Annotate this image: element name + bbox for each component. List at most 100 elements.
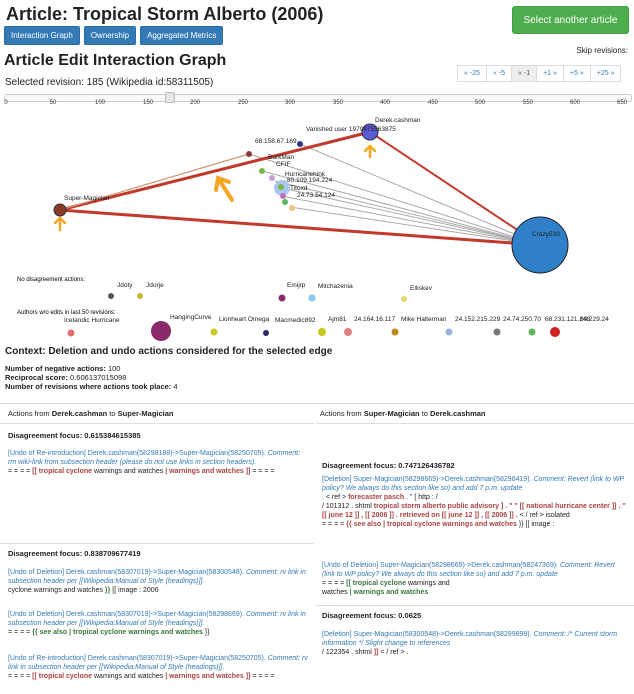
select-article-button[interactable]: Select another article bbox=[512, 6, 629, 34]
label-vanished-user: Vanished user 1979475563875 bbox=[306, 126, 396, 133]
axis-tick: 200 bbox=[189, 100, 201, 106]
disagreement-edges bbox=[59, 130, 541, 247]
label-cfif: CFIF bbox=[276, 161, 290, 168]
entry-link[interactable]: [Deletion] Super-Magician(58298669)->Der… bbox=[322, 476, 532, 483]
axis-tick: 50 bbox=[49, 100, 57, 106]
node-jdoty[interactable] bbox=[108, 293, 114, 299]
pager-minus-25[interactable]: « -25 bbox=[457, 65, 487, 82]
node-hangingcurve[interactable] bbox=[151, 321, 171, 341]
label-barkman: BarkMan bbox=[268, 154, 294, 161]
entry-link[interactable]: [Undo of Deletion] Derek.cashman(5830701… bbox=[8, 569, 245, 576]
arrow-icon bbox=[363, 144, 377, 159]
node-titoxd[interactable] bbox=[282, 199, 288, 205]
article-title: Article: Tropical Storm Alberto (2006) bbox=[6, 4, 324, 24]
label-80-109-194-224: 80.109.194.224 bbox=[287, 177, 333, 184]
label-24-152-215-229: 24.152.215.229 bbox=[455, 316, 501, 323]
axis-tick: 400 bbox=[379, 100, 391, 106]
axis-tick: 450 bbox=[427, 100, 439, 106]
node-68-231-121-248[interactable] bbox=[528, 328, 536, 336]
node-60-229-24[interactable] bbox=[550, 327, 560, 337]
no-disagreement-label: No disagreement actions: bbox=[17, 277, 85, 283]
node-vanished-user[interactable] bbox=[297, 141, 303, 147]
left-entry-3: [Undo of Deletion] Derek.cashman(5830701… bbox=[8, 611, 306, 636]
revision-slider[interactable] bbox=[4, 94, 632, 102]
node-jdorje[interactable] bbox=[137, 293, 143, 299]
node-lionheart-omega[interactable] bbox=[210, 328, 218, 336]
entry-link[interactable]: [Undo of Deletion] Derek.cashman(5830701… bbox=[8, 611, 245, 618]
right-entry-1: [Deletion] Super-Magician(58298669)->Der… bbox=[322, 476, 626, 528]
label-hurricanehink: Hurricanehink bbox=[285, 171, 326, 178]
right-column-header: Actions from Super-Magician to Derek.cas… bbox=[320, 409, 486, 418]
node-68-158-67-169[interactable] bbox=[246, 151, 252, 157]
label-ajm81: Ajm81 bbox=[328, 316, 347, 323]
node-mitchazenia[interactable] bbox=[308, 294, 316, 302]
arrow-icon bbox=[214, 175, 234, 202]
node-emijrp[interactable] bbox=[278, 294, 286, 302]
stat-reciprocal-score: Reciprocal score: 0.606137015098 bbox=[5, 373, 127, 382]
node-24-164-16-117[interactable] bbox=[344, 328, 352, 336]
axis-tick: 0 bbox=[4, 100, 8, 106]
node-ajm81[interactable] bbox=[318, 328, 326, 336]
tab-interaction-graph[interactable]: Interaction Graph bbox=[4, 26, 80, 45]
pager-plus-25[interactable]: +25 » bbox=[589, 65, 622, 82]
axis-tick: 150 bbox=[142, 100, 154, 106]
node-macmedic892[interactable] bbox=[263, 330, 269, 336]
label-hangingcurve: HangingCurve bbox=[170, 314, 212, 321]
label-elliskev: Elliskev bbox=[410, 285, 433, 292]
left-column-header: Actions from Derek.cashman to Super-Magi… bbox=[8, 409, 174, 418]
authors-label: Authors w/o edits in last 50 revisions: bbox=[17, 310, 116, 316]
node-crazy533[interactable] bbox=[511, 216, 569, 274]
node-80-inner[interactable] bbox=[280, 193, 286, 199]
entry-link[interactable]: [Undo of Deletion] Super-Magician(582986… bbox=[322, 562, 559, 569]
axis-tick: 650 bbox=[616, 100, 628, 106]
node-24-74-250-70[interactable] bbox=[493, 328, 501, 336]
node-derek-cashman[interactable] bbox=[361, 123, 379, 141]
node-barkman[interactable] bbox=[259, 168, 265, 174]
node-super-magician[interactable] bbox=[53, 203, 67, 217]
axis-tick: 350 bbox=[332, 100, 344, 106]
stat-negative-actions: Number of negative actions: 100 bbox=[5, 364, 121, 373]
tab-aggregated-metrics[interactable]: Aggregated Metrics bbox=[140, 26, 224, 45]
axis-tick: 550 bbox=[522, 100, 534, 106]
node-hurricanehink[interactable] bbox=[278, 184, 284, 190]
node-icelandic-hurricane[interactable] bbox=[67, 329, 75, 337]
label-icelandic-hurricane: Icelandic Hurricane bbox=[64, 317, 120, 324]
axis-tick: 100 bbox=[94, 100, 106, 106]
label-derek-cashman: Derek.cashman bbox=[375, 117, 421, 124]
stat-revisions: Number of revisions where actions took p… bbox=[5, 382, 178, 391]
orange-arrows bbox=[53, 144, 377, 232]
slider-axis: 0 50 100 150 200 250 300 350 400 450 500… bbox=[0, 100, 634, 112]
left-entry-2: [Undo of Deletion] Derek.cashman(5830701… bbox=[8, 569, 306, 594]
label-macmedic892: Macmedic892 bbox=[275, 317, 316, 324]
revision-pager: « -25 « -5 « -1 +1 » +5 » +25 » bbox=[457, 65, 622, 82]
context-stats: Number of negative actions: 100 Reciproc… bbox=[5, 364, 178, 391]
entry-link[interactable]: [Deletion] Super-Magician(58300548)->Der… bbox=[322, 631, 532, 638]
node-24-73-54-124[interactable] bbox=[289, 205, 295, 211]
entry-link[interactable]: [Undo of Re-introduction] Derek.cashman(… bbox=[8, 655, 266, 662]
label-jdorje: Jdorje bbox=[146, 282, 164, 289]
label-68-158-67-169: 68.158.67.169 bbox=[255, 138, 297, 145]
label-68-231-121-248: 68.231.121.248 bbox=[545, 316, 591, 323]
view-tabs: Interaction Graph Ownership Aggregated M… bbox=[4, 26, 224, 45]
axis-tick: 300 bbox=[284, 100, 296, 106]
slider-handle[interactable] bbox=[165, 92, 175, 103]
entry-link[interactable]: [Undo of Re-introduction] Derek.cashman(… bbox=[8, 450, 266, 457]
node-cfif[interactable] bbox=[269, 175, 275, 181]
node-elliskev[interactable] bbox=[401, 296, 407, 302]
right-entry-3: [Deletion] Super-Magician(58300548)->Der… bbox=[322, 631, 618, 656]
right-focus-2: Disagreement focus: 0.0625 bbox=[322, 611, 422, 620]
pager-minus-1[interactable]: « -1 bbox=[511, 65, 538, 82]
label-titoxd: Titoxd bbox=[290, 185, 308, 192]
node-24-152-215-229[interactable] bbox=[445, 328, 453, 336]
pager-minus-5[interactable]: « -5 bbox=[485, 65, 513, 82]
pager-plus-1[interactable]: +1 » bbox=[536, 65, 564, 82]
label-jdoty: Jdoty bbox=[117, 282, 133, 289]
label-mitchazenia: Mitchazenia bbox=[318, 283, 353, 290]
label-24-74-250-70: 24.74.250.70 bbox=[503, 316, 541, 323]
pager-plus-5[interactable]: +5 » bbox=[562, 65, 591, 82]
tab-ownership[interactable]: Ownership bbox=[83, 26, 137, 45]
axis-tick: 250 bbox=[237, 100, 249, 106]
label-emijrp: Emijrp bbox=[287, 282, 306, 289]
node-mike-halterman[interactable] bbox=[391, 328, 399, 336]
label-crazy533: Crazy533 bbox=[532, 231, 560, 238]
